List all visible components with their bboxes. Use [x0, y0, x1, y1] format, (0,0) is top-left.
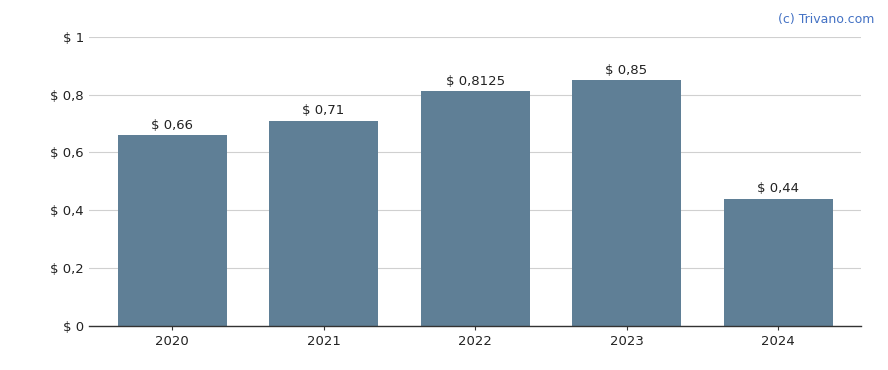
Bar — [269, 121, 378, 326]
Text: $ 0,85: $ 0,85 — [606, 64, 647, 77]
Text: $ 0,8125: $ 0,8125 — [446, 75, 504, 88]
Text: (c) Trivano.com: (c) Trivano.com — [778, 13, 875, 26]
Text: $ 0,66: $ 0,66 — [151, 119, 193, 132]
Bar — [724, 199, 833, 326]
Text: $ 0,71: $ 0,71 — [303, 104, 345, 117]
Text: $ 0,44: $ 0,44 — [757, 182, 799, 195]
Bar — [117, 135, 226, 326]
Bar — [572, 80, 681, 326]
Bar — [421, 91, 529, 326]
